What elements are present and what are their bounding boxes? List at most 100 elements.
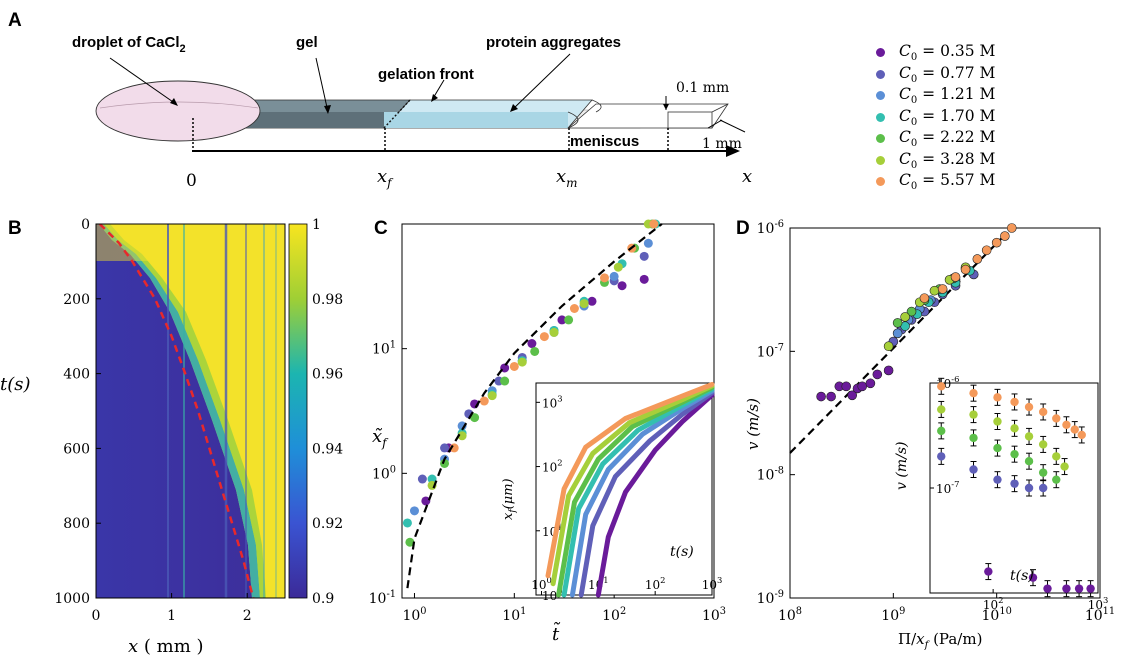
tick-label: 103	[1088, 595, 1109, 612]
panel-c-inset-xlabel: t(s)	[670, 544, 694, 560]
panel-c-plot: 100 101 102 103 10-1 100 101	[369, 219, 726, 624]
tick-label: 103	[702, 575, 723, 592]
inset-data-point	[1010, 479, 1019, 488]
inset-data-point	[1070, 425, 1079, 434]
data-point	[509, 361, 519, 371]
tick-label: 102	[542, 458, 563, 475]
protein-aggregates-label: protein aggregates	[486, 34, 621, 51]
tick-label: 10-7	[936, 479, 959, 496]
inset-data-point	[993, 417, 1002, 426]
tick-label: 100	[372, 464, 396, 482]
legend-entry: C0 = 1.21 M	[866, 85, 1116, 107]
tick-label: 10-1	[369, 589, 396, 607]
panel-d-xlabel: Π/xf (Pa/m)	[898, 630, 982, 651]
x-tick-label: 1	[167, 608, 176, 624]
data-point	[402, 518, 412, 528]
data-point	[417, 474, 427, 484]
data-point	[587, 296, 597, 306]
tick-label: 102	[602, 606, 626, 624]
data-point	[457, 431, 467, 441]
legend-marker	[876, 134, 885, 144]
data-point	[421, 496, 431, 506]
panel-a: A	[8, 10, 752, 191]
legend-marker	[876, 69, 885, 79]
colorbar-tick-label: 0.96	[312, 367, 343, 383]
data-point	[617, 281, 627, 291]
data-point	[569, 303, 579, 313]
inset-data-point	[969, 410, 978, 419]
legend-entry: C0 = 3.28 M	[866, 150, 1116, 172]
panel-d-inset-frame	[929, 382, 1099, 594]
data-point	[527, 339, 537, 349]
inset-data-point	[1010, 424, 1019, 433]
tick-label: 100	[531, 575, 552, 592]
legend-marker	[876, 177, 885, 187]
inset-series	[595, 392, 715, 598]
x-tick-label: 2	[243, 608, 252, 624]
data-point	[409, 506, 419, 516]
droplet-label: droplet of CaCl2	[72, 34, 186, 55]
inset-data-point	[969, 388, 978, 398]
x-origin-label: 0	[186, 171, 197, 191]
data-point	[609, 271, 619, 281]
inset-data-point	[1060, 462, 1069, 471]
data-point	[847, 390, 858, 401]
tick-label: 10-6	[757, 219, 784, 237]
data-point	[960, 264, 971, 275]
tick-label: 103	[542, 393, 563, 410]
x-axis-label: x	[742, 166, 752, 187]
data-point	[883, 341, 894, 352]
legend-entry: C0 = 2.22 M	[866, 128, 1116, 150]
colorbar-tick-label: 0.94	[312, 441, 343, 457]
x-tick-label: 0	[92, 608, 101, 624]
inset-data-point	[1077, 430, 1086, 440]
data-point	[487, 391, 497, 401]
legend-marker	[876, 112, 885, 122]
data-point	[950, 272, 961, 282]
inset-data-point	[1010, 449, 1019, 459]
channel-end	[667, 111, 713, 129]
panel-b-xlabel: x ( mm )	[128, 636, 204, 657]
inset-data-point	[937, 426, 946, 436]
data-point	[564, 315, 574, 325]
data-point	[972, 254, 983, 264]
inset-data-point	[1028, 573, 1038, 582]
inset-data-point	[969, 433, 978, 443]
panel-b-letter: B	[8, 218, 22, 239]
inset-data-point	[1062, 584, 1071, 593]
panel-d-letter: D	[736, 218, 750, 239]
y-tick-label: 400	[63, 367, 90, 383]
tick-label: 102	[983, 595, 1004, 612]
legend-label: C0 = 0.35 M	[899, 42, 996, 64]
width-dimension-label: 1 mm	[702, 136, 742, 152]
data-point	[579, 299, 589, 309]
data-point	[883, 365, 894, 376]
tick-label: 1011	[1085, 606, 1115, 624]
legend-label: C0 = 1.21 M	[899, 85, 996, 107]
inset-data-point	[1043, 584, 1052, 593]
colorbar	[288, 223, 308, 599]
legend-label: C0 = 0.77 M	[899, 63, 996, 85]
data-point	[906, 306, 917, 317]
legend-label: C0 = 3.28 M	[899, 149, 996, 171]
data-point	[599, 273, 609, 283]
inset-data-point	[937, 405, 946, 414]
tick-label: 101	[502, 606, 526, 624]
inset-data-point	[1086, 584, 1095, 593]
legend-entry: C0 = 0.77 M	[866, 64, 1116, 86]
data-point	[557, 315, 567, 325]
panel-b-frame	[95, 223, 286, 599]
tick-label: 100	[402, 606, 426, 624]
tick-label: 103	[702, 606, 726, 624]
colorbar-tick-label: 0.9	[312, 591, 334, 607]
data-point	[841, 381, 852, 392]
y-tick-label: 1000	[54, 591, 90, 607]
inset-series	[569, 388, 715, 598]
tick-label: 109	[881, 606, 905, 624]
data-point	[919, 293, 930, 303]
data-point	[649, 219, 659, 229]
tick-label: 102	[645, 575, 666, 592]
tick-label: 101	[372, 340, 396, 358]
